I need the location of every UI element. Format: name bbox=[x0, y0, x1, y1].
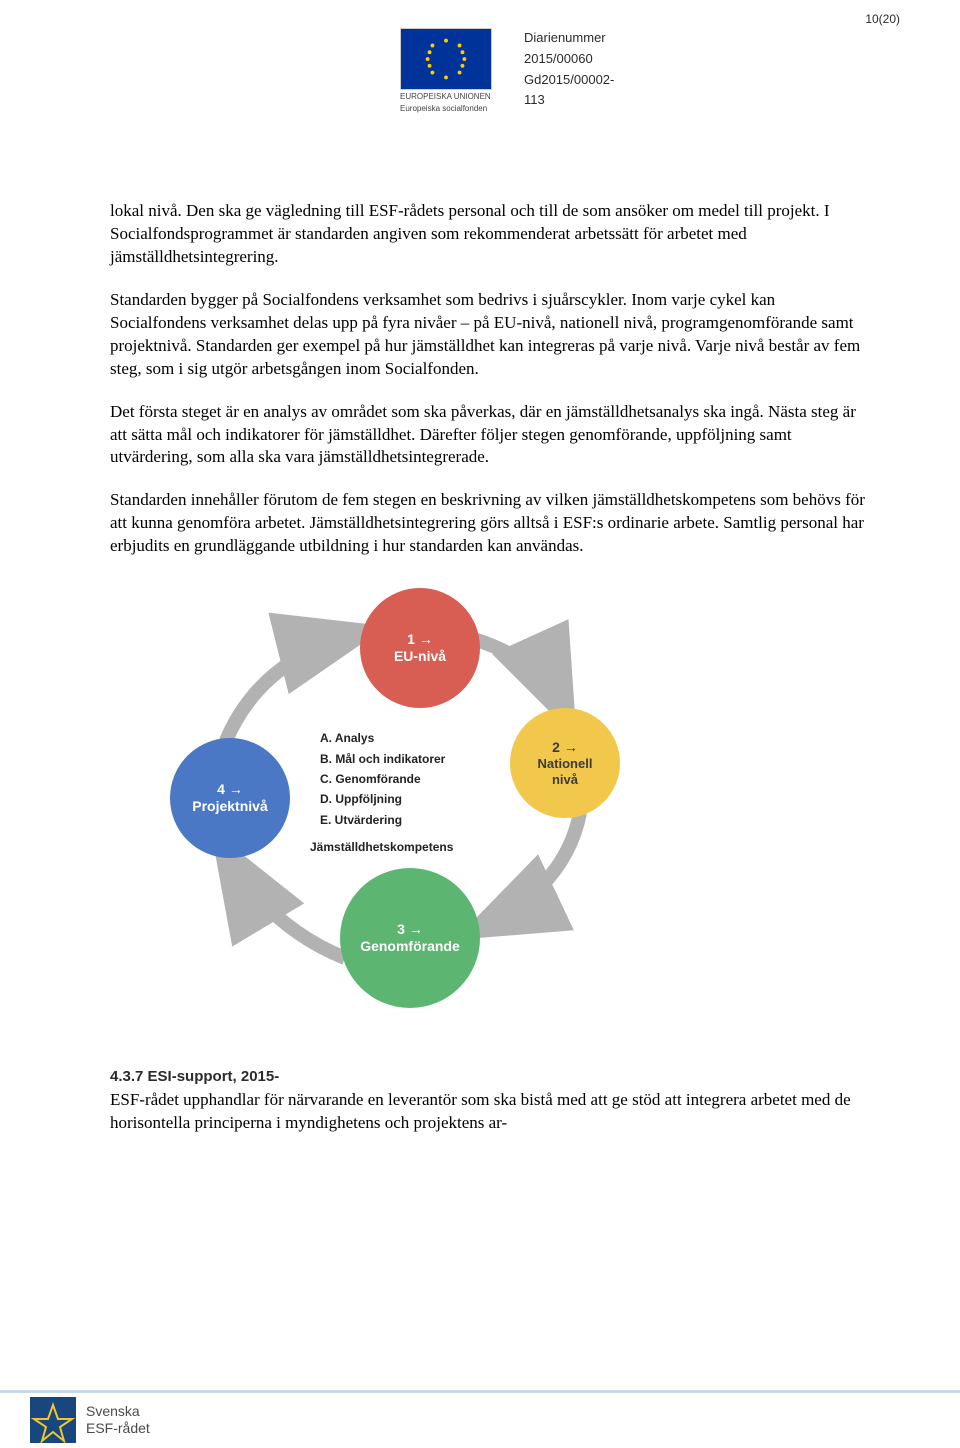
gd-value-1: Gd2015/00002- bbox=[524, 70, 614, 91]
gd-value-2: 113 bbox=[524, 90, 614, 111]
step-b: B. Mål och indikatorer bbox=[320, 749, 445, 769]
step-c: C. Genomförande bbox=[320, 769, 445, 789]
footer-logo: Svenska ESF-rådet bbox=[30, 1397, 150, 1443]
brand-line-2: ESF-rådet bbox=[86, 1420, 150, 1437]
logo-caption-1: EUROPEISKA UNIONEN bbox=[400, 92, 510, 102]
node-4-label: Projektnivå bbox=[192, 798, 267, 815]
cycle-diagram: 1 → EU-nivå 2 → Nationell nivå 3 → Genom… bbox=[170, 588, 670, 1028]
node-2-label: Nationell nivå bbox=[538, 756, 593, 787]
eu-flag-icon bbox=[400, 28, 492, 90]
node-projektniva: 4 → Projektnivå bbox=[170, 738, 290, 858]
step-a: A. Analys bbox=[320, 728, 445, 748]
node-1-label: EU-nivå bbox=[394, 648, 446, 665]
main-content: lokal nivå. Den ska ge vägledning till E… bbox=[110, 200, 870, 1155]
step-e: E. Utvärdering bbox=[320, 810, 445, 830]
header-meta: Diarienummer 2015/00060 Gd2015/00002- 11… bbox=[524, 28, 614, 111]
section-heading: 4.3.7 ESI-support, 2015- bbox=[110, 1068, 870, 1085]
logo-caption-2: Europeiska socialfonden bbox=[400, 104, 510, 114]
brand-line-1: Svenska bbox=[86, 1403, 150, 1420]
paragraph-3: Det första steget är en analys av område… bbox=[110, 401, 870, 470]
esf-mark-icon bbox=[30, 1397, 76, 1443]
paragraph-1: lokal nivå. Den ska ge vägledning till E… bbox=[110, 200, 870, 269]
node-4-num: 4 → bbox=[217, 781, 243, 798]
document-header: EUROPEISKA UNIONEN Europeiska socialfond… bbox=[400, 28, 614, 113]
node-genomforande: 3 → Genomförande bbox=[340, 868, 480, 1008]
page-number: 10(20) bbox=[865, 12, 900, 26]
section-body: ESF-rådet upphandlar för närvarande en l… bbox=[110, 1089, 870, 1135]
node-1-num: 1 → bbox=[407, 631, 433, 648]
eu-logo: EUROPEISKA UNIONEN Europeiska socialfond… bbox=[400, 28, 510, 113]
diarienummer-label: Diarienummer bbox=[524, 28, 614, 49]
step-d: D. Uppföljning bbox=[320, 789, 445, 809]
paragraph-2: Standarden bygger på Socialfondens verks… bbox=[110, 289, 870, 381]
node-2-num: 2 → bbox=[552, 739, 578, 756]
diarienummer-value: 2015/00060 bbox=[524, 49, 614, 70]
paragraph-4: Standarden innehåller förutom de fem ste… bbox=[110, 489, 870, 558]
esf-brand-text: Svenska ESF-rådet bbox=[86, 1403, 150, 1437]
node-nationell-niva: 2 → Nationell nivå bbox=[510, 708, 620, 818]
node-3-label: Genomförande bbox=[360, 938, 460, 955]
page-footer: Svenska ESF-rådet bbox=[0, 1390, 960, 1446]
node-3-num: 3 → bbox=[397, 921, 423, 938]
center-subtitle: Jämställdhetskompetens bbox=[310, 840, 453, 854]
center-step-list: A. Analys B. Mål och indikatorer C. Geno… bbox=[320, 728, 445, 830]
node-eu-niva: 1 → EU-nivå bbox=[360, 588, 480, 708]
